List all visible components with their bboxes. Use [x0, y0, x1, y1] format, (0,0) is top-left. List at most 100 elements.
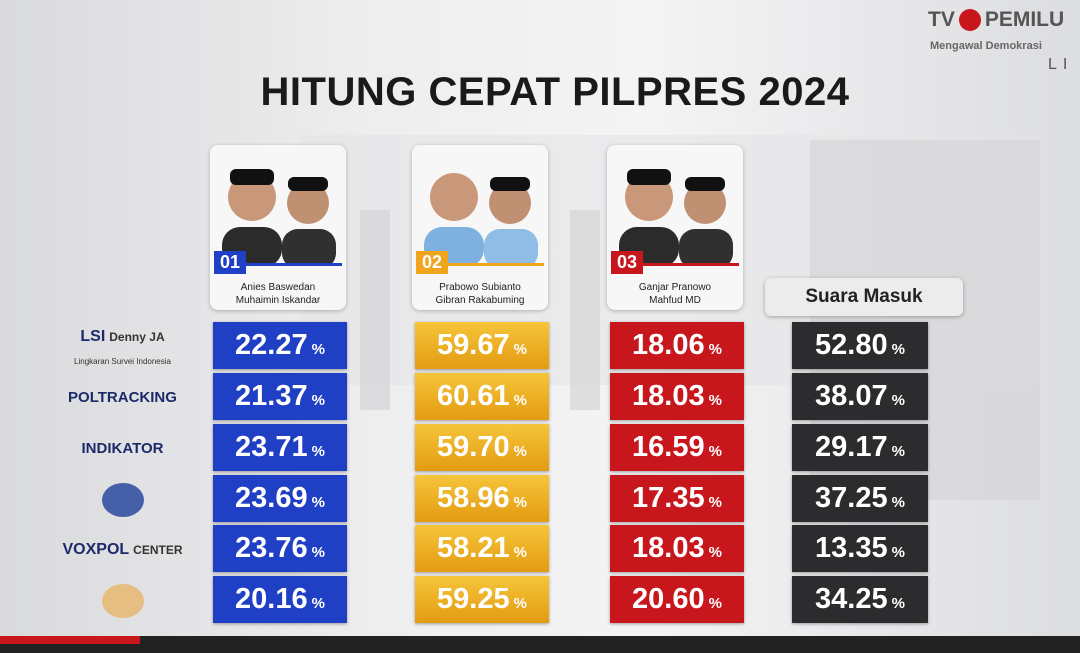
- unit: %: [311, 392, 325, 409]
- value: 17.35: [632, 482, 705, 514]
- title: HITUNG CEPAT PILPRES 2024: [260, 70, 850, 114]
- value: 59.67: [437, 329, 510, 361]
- value: 29.17: [815, 431, 888, 463]
- value: 60.61: [437, 380, 510, 412]
- value-cell: 52.80%: [792, 322, 928, 369]
- value-cell: 59.70%: [415, 424, 549, 471]
- pollster-logo-text: LSI: [80, 327, 106, 345]
- logo-tv: TV: [928, 8, 955, 31]
- value-cell: 18.03%: [610, 525, 744, 572]
- value: 34.25: [815, 583, 888, 615]
- pollster-logo: LSI Denny JA Lingkaran Survei Indonesia: [55, 322, 190, 371]
- candidate-number: 02: [416, 251, 449, 274]
- unit: %: [708, 544, 722, 561]
- pollster-logo: [55, 475, 190, 524]
- value-cell: 16.59%: [610, 424, 744, 471]
- pollster-logo: [55, 576, 190, 625]
- unit: %: [891, 443, 905, 460]
- candidate-photo: [416, 149, 544, 265]
- candidate-number: 03: [611, 251, 644, 274]
- portraits: [424, 173, 538, 265]
- unit: %: [513, 494, 527, 511]
- unit: %: [708, 595, 722, 612]
- value-cell: 29.17%: [792, 424, 928, 471]
- value-cell: 17.35%: [610, 475, 744, 522]
- candidate-card: 01 Anies Baswedan Muhaimin Iskandar: [210, 145, 346, 310]
- value-cell: 18.06%: [610, 322, 744, 369]
- portraits: [222, 169, 336, 265]
- value: 52.80: [815, 329, 888, 361]
- logo: TV PEMILU: [928, 8, 1064, 32]
- unit: %: [513, 544, 527, 561]
- value-cell: 21.37%: [213, 373, 347, 420]
- unit: %: [891, 544, 905, 561]
- pollster-logo-text: POLTRACKING: [68, 389, 177, 406]
- unit: %: [513, 392, 527, 409]
- value: 23.71: [235, 431, 308, 463]
- value: 21.37: [235, 380, 308, 412]
- value-cell: 38.07%: [792, 373, 928, 420]
- candidate-card: 02 Prabowo Subianto Gibran Rakabuming: [412, 145, 548, 310]
- value: 23.76: [235, 532, 308, 564]
- value: 18.03: [632, 532, 705, 564]
- value: 38.07: [815, 380, 888, 412]
- pollster-logo: VOXPOL CENTER: [55, 525, 190, 574]
- value-cell: 59.67%: [415, 322, 549, 369]
- value-cell: 23.76%: [213, 525, 347, 572]
- value-cell: 37.25%: [792, 475, 928, 522]
- value-cell: 58.96%: [415, 475, 549, 522]
- value: 59.25: [437, 583, 510, 615]
- value-cell: 34.25%: [792, 576, 928, 623]
- pollster-logo-text: VOXPOL: [62, 540, 130, 558]
- tagline: Mengawal Demokrasi: [930, 40, 1042, 52]
- value-cell: 20.60%: [610, 576, 744, 623]
- candidate-name: Ganjar Pranowo: [638, 282, 712, 293]
- candidate-name: Muhaimin Iskandar: [235, 295, 321, 306]
- value: 58.96: [437, 482, 510, 514]
- candidate-card: 03 Ganjar Pranowo Mahfud MD: [607, 145, 743, 310]
- unit: %: [311, 341, 325, 358]
- pollster-logo: POLTRACKING: [55, 373, 190, 422]
- pollster-logo-text: CENTER: [133, 542, 183, 557]
- unit: %: [513, 595, 527, 612]
- value-cell: 59.25%: [415, 576, 549, 623]
- unit: %: [891, 595, 905, 612]
- unit: %: [708, 392, 722, 409]
- value-cell: 60.61%: [415, 373, 549, 420]
- pollster-logo: INDIKATOR: [55, 424, 190, 473]
- candidate-name: Prabowo Subianto: [439, 282, 521, 293]
- value: 20.16: [235, 583, 308, 615]
- candidate-name: Gibran Rakabuming: [435, 295, 525, 306]
- value: 16.59: [632, 431, 705, 463]
- value: 18.03: [632, 380, 705, 412]
- unit: %: [513, 443, 527, 460]
- candidate-bar: [611, 263, 739, 266]
- unit: %: [891, 392, 905, 409]
- unit: %: [708, 341, 722, 358]
- value: 20.60: [632, 583, 705, 615]
- value-cell: 23.71%: [213, 424, 347, 471]
- unit: %: [891, 494, 905, 511]
- unit: %: [513, 341, 527, 358]
- candidate-photo: [214, 149, 342, 265]
- candidate-number: 01: [214, 251, 247, 274]
- corner-text: LI: [1048, 56, 1074, 73]
- value: 23.69: [235, 482, 308, 514]
- unit: %: [708, 443, 722, 460]
- pollster-logo-text: INDIKATOR: [81, 440, 164, 457]
- logo-mark: [958, 9, 981, 31]
- unit: %: [311, 443, 325, 460]
- value: 22.27: [235, 329, 308, 361]
- value-cell: 13.35%: [792, 525, 928, 572]
- unit: %: [311, 544, 325, 561]
- value: 58.21: [437, 532, 510, 564]
- value-cell: 23.69%: [213, 475, 347, 522]
- unit: %: [311, 595, 325, 612]
- candidate-bar: [214, 263, 342, 266]
- value: 59.70: [437, 431, 510, 463]
- logo-name: PEMILU: [984, 8, 1065, 31]
- candidate-photo: [611, 149, 739, 265]
- pollster-logo-text: Denny JA: [109, 329, 165, 344]
- portraits: [619, 169, 733, 265]
